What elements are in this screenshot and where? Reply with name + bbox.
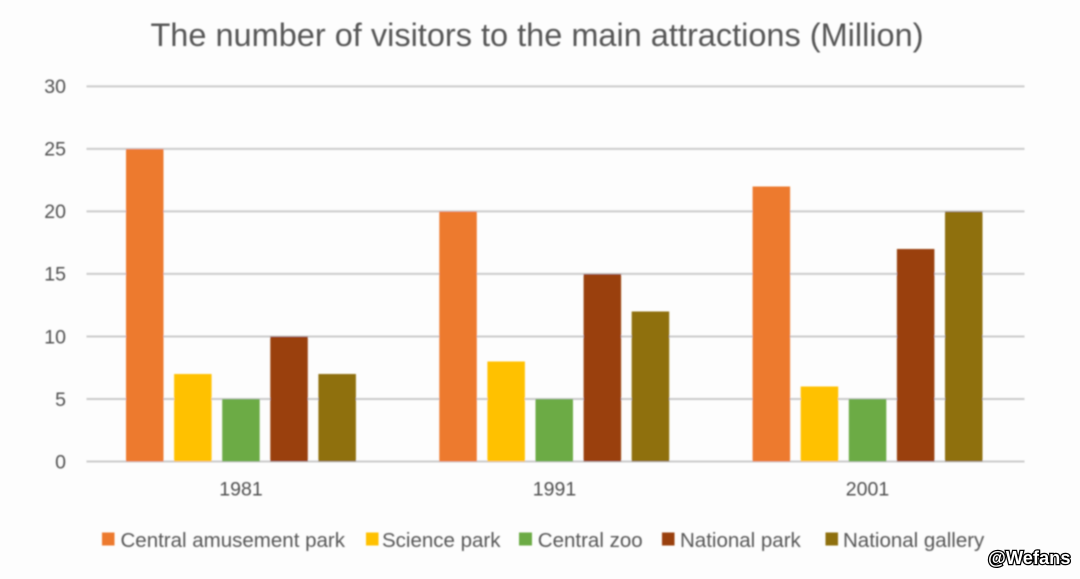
- svg-text:10: 10: [44, 326, 66, 348]
- svg-text:1991: 1991: [533, 479, 576, 501]
- svg-text:Science park: Science park: [382, 529, 501, 552]
- svg-text:5: 5: [55, 389, 66, 411]
- svg-text:1981: 1981: [219, 479, 262, 501]
- svg-text:Central zoo: Central zoo: [538, 529, 643, 552]
- svg-text:30: 30: [44, 76, 66, 98]
- svg-text:2001: 2001: [846, 479, 889, 501]
- svg-text:15: 15: [44, 264, 66, 286]
- svg-text:National gallery: National gallery: [843, 529, 985, 552]
- svg-text:The number of visitors to the: The number of visitors to the main attra…: [150, 17, 923, 53]
- svg-text:20: 20: [44, 201, 66, 223]
- svg-text:National park: National park: [680, 529, 802, 552]
- svg-text:@Wefans: @Wefans: [988, 547, 1071, 568]
- svg-text:0: 0: [55, 451, 66, 473]
- svg-text:25: 25: [44, 139, 66, 161]
- svg-text:Central amusement park: Central amusement park: [121, 529, 346, 552]
